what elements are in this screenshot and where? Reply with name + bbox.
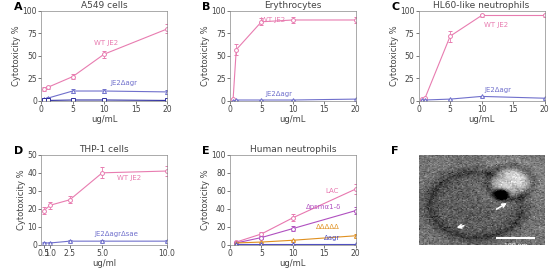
- Text: Δpsmα1-δ: Δpsmα1-δ: [305, 204, 341, 210]
- Text: JE2ΔagrΔsae: JE2ΔagrΔsae: [94, 231, 138, 237]
- X-axis label: ug/ml: ug/ml: [92, 259, 116, 268]
- Title: HL60-like neutrophils: HL60-like neutrophils: [433, 1, 530, 10]
- Text: ΔΔΔΔΔ: ΔΔΔΔΔ: [316, 224, 339, 230]
- Text: JE2Δagr: JE2Δagr: [111, 80, 138, 86]
- Text: 100 nm: 100 nm: [504, 243, 527, 248]
- Title: Human neutrophils: Human neutrophils: [250, 145, 336, 154]
- Text: F: F: [391, 146, 399, 156]
- Text: A: A: [14, 2, 22, 12]
- Title: A549 cells: A549 cells: [81, 1, 128, 10]
- Text: D: D: [14, 146, 23, 156]
- Text: JE2Δagr: JE2Δagr: [265, 90, 292, 97]
- Y-axis label: Cytotoxicity %: Cytotoxicity %: [201, 169, 210, 230]
- Text: E: E: [202, 146, 210, 156]
- X-axis label: ug/mL: ug/mL: [280, 259, 306, 268]
- X-axis label: ug/mL: ug/mL: [469, 116, 495, 125]
- Y-axis label: Cytotoxicity %: Cytotoxicity %: [389, 26, 399, 86]
- Text: WT JE2: WT JE2: [261, 17, 285, 23]
- Y-axis label: Cytotoxicity %: Cytotoxicity %: [201, 26, 210, 86]
- X-axis label: ug/mL: ug/mL: [280, 116, 306, 125]
- Title: THP-1 cells: THP-1 cells: [79, 145, 129, 154]
- Text: WT JE2: WT JE2: [484, 22, 508, 28]
- Text: JE2Δagr: JE2Δagr: [484, 87, 511, 93]
- Text: WT JE2: WT JE2: [94, 40, 118, 46]
- Text: B: B: [202, 2, 211, 12]
- Text: LAC: LAC: [326, 188, 339, 194]
- Text: WT JE2: WT JE2: [117, 175, 141, 181]
- Text: C: C: [391, 2, 399, 12]
- Text: Δagr: Δagr: [324, 235, 340, 241]
- Y-axis label: Cytotoxicity %: Cytotoxicity %: [17, 169, 26, 230]
- Y-axis label: Cytotoxicity %: Cytotoxicity %: [12, 26, 21, 86]
- X-axis label: ug/mL: ug/mL: [91, 116, 117, 125]
- Title: Erythrocytes: Erythrocytes: [264, 1, 322, 10]
